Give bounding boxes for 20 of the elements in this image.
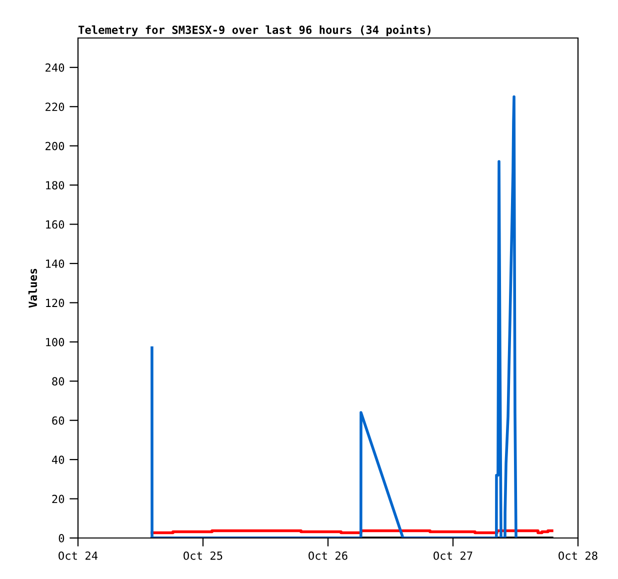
x-tick-label: Oct 24 <box>58 551 98 560</box>
y-tick-label: 80 <box>52 377 64 386</box>
y-tick-label: 100 <box>46 338 64 346</box>
y-axis-title: Values <box>28 268 38 308</box>
y-tick-label: 60 <box>52 416 64 425</box>
y-tick-label: 200 <box>46 142 64 150</box>
y-tick-label: 160 <box>46 220 64 229</box>
y-tick-label: 240 <box>46 63 64 72</box>
y-tick-label: 220 <box>46 102 64 112</box>
y-tick-label: 180 <box>46 181 64 190</box>
y-tick-label: 120 <box>46 298 64 308</box>
chart-title: Telemetry for SM3ESX-9 over last 96 hours (34 points) <box>78 24 430 36</box>
x-tick-label: Oct 26 <box>308 551 348 560</box>
x-tick-label: Oct 27 <box>434 551 472 560</box>
y-tick-label: 140 <box>46 259 64 268</box>
x-tick-label: Oct 28 <box>558 551 598 560</box>
y-tick-label: 0 <box>58 534 64 542</box>
y-tick-label: 20 <box>52 494 64 504</box>
x-tick-label: Oct 25 <box>184 551 222 560</box>
y-tick-label: 40 <box>52 456 64 464</box>
